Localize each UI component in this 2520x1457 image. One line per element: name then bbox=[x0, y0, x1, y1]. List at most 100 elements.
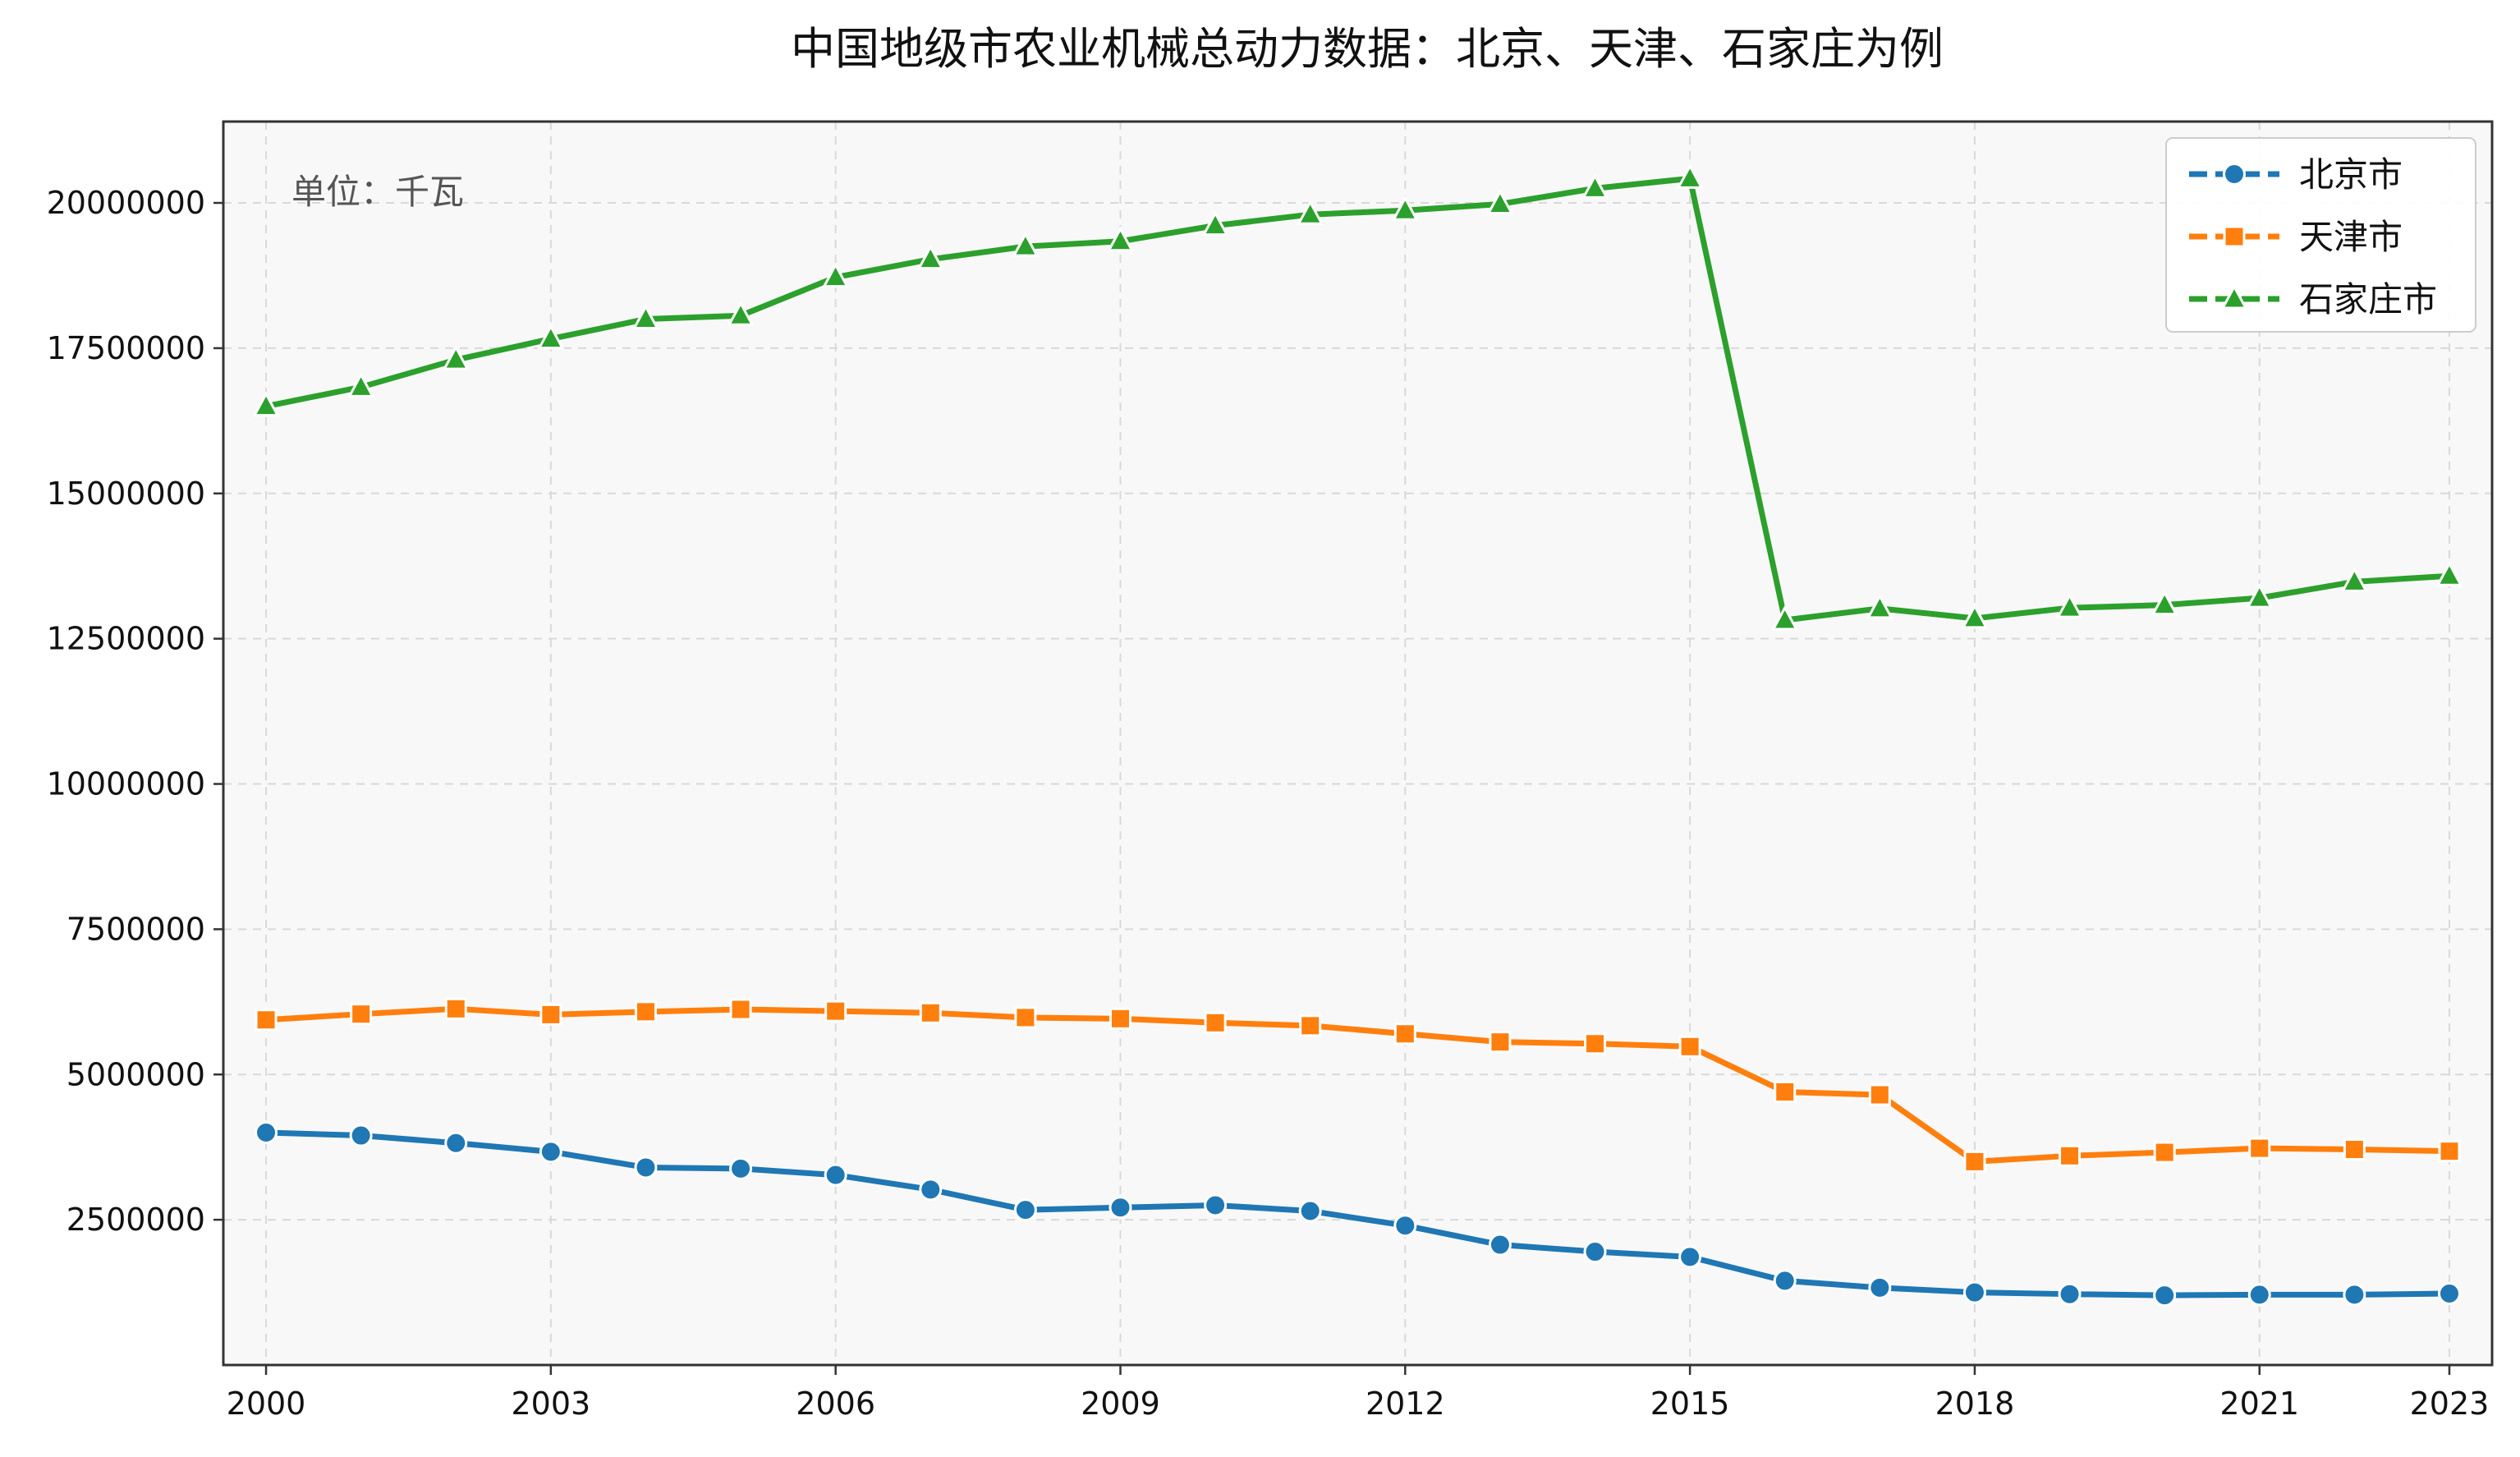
data-point bbox=[1868, 1083, 1891, 1106]
legend-marker bbox=[2220, 283, 2248, 310]
x-tick-label: 2000 bbox=[227, 1386, 306, 1422]
x-axis: 2000 2003 2006 2009 2012 2015 2018 2021 2023 bbox=[227, 1365, 2490, 1422]
y-tick-label: 15000000 bbox=[47, 476, 205, 512]
data-point bbox=[2153, 1284, 2177, 1308]
x-tick-label: 2018 bbox=[1935, 1386, 2015, 1422]
data-point bbox=[2058, 1282, 2082, 1306]
legend-box bbox=[2165, 137, 2476, 333]
legend-item: 天津市 bbox=[2189, 217, 2403, 257]
data-point bbox=[1106, 226, 1134, 252]
data-point bbox=[1486, 189, 1514, 214]
series-line bbox=[263, 1129, 2453, 1298]
data-point bbox=[1771, 604, 1799, 631]
data-point bbox=[539, 1140, 562, 1164]
data-point bbox=[2438, 1140, 2461, 1163]
data-point bbox=[349, 1124, 373, 1147]
data-point bbox=[255, 1009, 278, 1032]
data-point bbox=[2056, 592, 2084, 618]
data-point bbox=[1962, 1280, 1986, 1304]
data-point bbox=[1013, 1198, 1037, 1222]
data-point bbox=[1297, 200, 1324, 225]
data-point bbox=[919, 1001, 942, 1024]
data-point bbox=[1391, 195, 1419, 221]
x-tick-label: 2021 bbox=[2219, 1386, 2299, 1422]
data-point bbox=[2340, 567, 2368, 592]
data-point bbox=[729, 998, 752, 1021]
series-line bbox=[263, 1005, 2453, 1165]
series-2 bbox=[252, 163, 2463, 631]
x-tick-label: 2009 bbox=[1081, 1386, 1160, 1422]
y-tick-label: 2500000 bbox=[67, 1202, 205, 1238]
data-point bbox=[822, 262, 850, 288]
data-point bbox=[444, 1131, 468, 1155]
data-point bbox=[1393, 1214, 1417, 1238]
data-point bbox=[1963, 1150, 1986, 1173]
data-point bbox=[1961, 603, 1989, 629]
data-point bbox=[1109, 1196, 1132, 1220]
data-point bbox=[2246, 582, 2274, 609]
data-point bbox=[919, 1178, 943, 1202]
data-point bbox=[1012, 231, 1040, 257]
data-point bbox=[634, 1156, 658, 1179]
data-point bbox=[1109, 1007, 1131, 1030]
data-point bbox=[2248, 1137, 2271, 1160]
data-point bbox=[2150, 590, 2178, 616]
data-point bbox=[1298, 1199, 1322, 1223]
legend-marker bbox=[2223, 225, 2246, 248]
y-tick-label: 5000000 bbox=[67, 1056, 205, 1092]
data-point bbox=[2153, 1141, 2176, 1164]
legend-label: 北京市 bbox=[2299, 154, 2403, 195]
unit-annotation: 单位：千瓦 bbox=[291, 172, 464, 212]
x-tick-label: 2023 bbox=[2410, 1386, 2490, 1422]
legend-item: 北京市 bbox=[2189, 154, 2403, 195]
data-point bbox=[1204, 1011, 1227, 1034]
plot-area: 2000 2003 2006 2009 2012 2015 2018 2021 2023 2500… bbox=[47, 120, 2494, 1422]
chart-title: 中国地级市农业机械总动力数据：北京、天津、石家庄为例 bbox=[791, 23, 1944, 75]
series-0 bbox=[255, 1121, 2461, 1308]
x-tick-label: 2015 bbox=[1650, 1386, 1730, 1422]
data-point bbox=[2343, 1138, 2366, 1161]
data-point bbox=[727, 301, 755, 326]
data-point bbox=[1393, 1023, 1416, 1046]
y-tick-label: 20000000 bbox=[47, 185, 205, 221]
y-tick-label: 7500000 bbox=[67, 911, 205, 947]
y-tick-label: 12500000 bbox=[47, 621, 205, 657]
series-1 bbox=[255, 997, 2461, 1173]
data-point bbox=[1774, 1080, 1797, 1103]
data-point bbox=[1676, 163, 1704, 189]
data-point bbox=[2343, 1283, 2366, 1307]
data-point bbox=[631, 304, 659, 330]
y-axis: 2500000 5000000 7500000 10000000 12500000 150… bbox=[47, 185, 223, 1238]
data-point bbox=[350, 1003, 373, 1026]
data-point bbox=[1488, 1233, 1512, 1257]
data-point bbox=[255, 1121, 278, 1145]
data-point bbox=[916, 244, 944, 270]
data-point bbox=[537, 324, 565, 350]
y-tick-label: 17500000 bbox=[47, 330, 205, 366]
data-point bbox=[2247, 1283, 2271, 1307]
data-point bbox=[1583, 1240, 1607, 1264]
data-point bbox=[1299, 1014, 1322, 1037]
data-point bbox=[1581, 173, 1609, 199]
x-tick-label: 2006 bbox=[796, 1386, 875, 1422]
data-point bbox=[2059, 1144, 2082, 1167]
data-point bbox=[1584, 1032, 1607, 1055]
plot-background bbox=[223, 122, 2492, 1365]
data-point bbox=[729, 1156, 753, 1180]
data-point bbox=[1204, 1193, 1228, 1217]
data-point bbox=[1678, 1035, 1701, 1058]
data-point bbox=[444, 997, 467, 1020]
data-point bbox=[824, 1163, 847, 1187]
data-point bbox=[1201, 210, 1229, 237]
axes-frame bbox=[222, 120, 2494, 1367]
data-point bbox=[634, 1000, 657, 1023]
series-line bbox=[263, 175, 2453, 623]
data-point bbox=[1678, 1245, 1702, 1269]
data-point bbox=[252, 391, 280, 417]
data-point bbox=[539, 1003, 562, 1026]
legend-label: 天津市 bbox=[2299, 217, 2403, 257]
data-point bbox=[1773, 1269, 1797, 1293]
